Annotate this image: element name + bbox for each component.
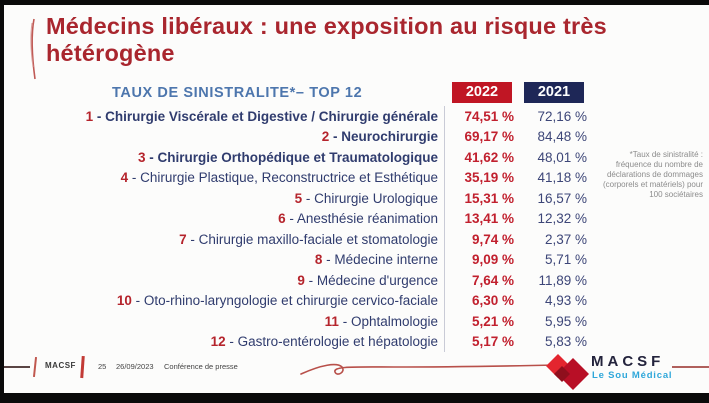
sinistralite-definition-footnote: *Taux de sinistralité : fréquence du nom… [602, 150, 703, 199]
footer-red-divider [80, 355, 85, 379]
table-row: 8 - Médecine interne 9,09 % 5,71 % [8, 249, 594, 270]
table-row: 10 - Oto-rhino-laryngologie et chirurgie… [8, 290, 594, 311]
value-2022: 13,41 % [444, 208, 514, 229]
value-2021: 11,89 % [538, 272, 587, 288]
footer-left-rule [4, 366, 30, 368]
table-row: 5 - Chirurgie Urologique 15,31 % 16,57 % [8, 188, 594, 209]
footer-right-rule [672, 366, 709, 368]
specialty-label: 5 - Chirurgie Urologique [294, 190, 438, 206]
table-row: 1 - Chirurgie Viscérale et Digestive / C… [8, 106, 594, 127]
specialty-label: 4 - Chirurgie Plastique, Reconstructrice… [120, 170, 438, 186]
slide-event-label: Conférence de presse [164, 362, 238, 371]
macsf-logo-icon [546, 354, 589, 390]
footer-brand-text: MACSF [45, 361, 76, 370]
specialty-label: 12 - Gastro-entérologie et hépatologie [210, 334, 438, 350]
slide-date: 26/09/2023 [116, 362, 154, 371]
value-2022: 69,17 % [444, 126, 514, 147]
value-2021: 12,32 % [537, 211, 587, 227]
value-2022: 6,30 % [444, 290, 514, 311]
table-row: 3 - Chirurgie Orthopédique et Traumatolo… [8, 147, 594, 168]
table-row: 4 - Chirurgie Plastique, Reconstructrice… [8, 167, 594, 188]
value-2021: 16,57 % [537, 190, 587, 206]
column-header-2022: 2022 [452, 82, 512, 103]
table-row: 9 - Médecine d'urgence 7,64 % 11,89 % [8, 270, 594, 291]
specialty-label: 3 - Chirurgie Orthopédique et Traumatolo… [137, 149, 438, 165]
value-2022: 41,62 % [444, 147, 514, 168]
value-2022: 7,64 % [444, 270, 514, 291]
table-row: 2 - Neurochirurgie 69,17 % 84,48 % [8, 126, 594, 147]
table-row: 6 - Anesthésie réanimation 13,41 % 12,32… [8, 208, 594, 229]
column-header-2021: 2021 [524, 82, 584, 103]
handdrawn-title-stroke [30, 18, 36, 80]
table-row: 11 - Ophtalmologie 5,21 % 5,95 % [8, 311, 594, 332]
specialty-label: 1 - Chirurgie Viscérale et Digestive / C… [85, 108, 438, 124]
specialty-label: 10 - Oto-rhino-laryngologie et chirurgie… [116, 293, 438, 309]
table-row: 7 - Chirurgie maxillo-faciale et stomato… [8, 229, 594, 250]
value-2022: 35,19 % [444, 167, 514, 188]
value-2021: 4,93 % [544, 293, 587, 309]
specialty-label: 2 - Neurochirurgie [321, 129, 438, 145]
macsf-logo-subtitle: Le Sou Médical [592, 370, 673, 381]
value-2021: 72,16 % [537, 108, 587, 124]
value-2022: 5,17 % [444, 331, 514, 352]
value-2021: 5,71 % [544, 252, 587, 268]
value-2021: 84,48 % [537, 129, 587, 145]
specialty-label: 7 - Chirurgie maxillo-faciale et stomato… [179, 231, 438, 247]
value-2022: 5,21 % [444, 311, 514, 332]
slide-page-number: 25 [98, 362, 107, 371]
value-2022: 9,74 % [444, 229, 514, 250]
macsf-logo-wordmark: MACSF [591, 353, 665, 370]
sinistralite-table: 1 - Chirurgie Viscérale et Digestive / C… [8, 106, 594, 352]
value-2021: 41,18 % [537, 170, 587, 186]
value-2022: 9,09 % [444, 249, 514, 270]
value-2021: 48,01 % [537, 149, 587, 165]
value-2021: 5,95 % [544, 313, 587, 329]
table-row: 12 - Gastro-entérologie et hépatologie 5… [8, 331, 594, 352]
handdrawn-tick-mark [32, 356, 38, 378]
presentation-slide: Médecins libéraux : une exposition au ri… [4, 5, 709, 393]
specialty-label: 8 - Médecine interne [314, 252, 438, 268]
value-2022: 74,51 % [444, 106, 514, 127]
specialty-label: 11 - Ophtalmologie [324, 313, 438, 329]
page-title: Médecins libéraux : une exposition au ri… [46, 13, 607, 66]
handdrawn-squiggle-line [300, 363, 558, 375]
specialty-label: 6 - Anesthésie réanimation [278, 211, 438, 227]
value-2021: 2,37 % [544, 231, 587, 247]
value-2021: 5,83 % [544, 334, 587, 350]
value-2022: 15,31 % [444, 188, 514, 209]
specialty-label: 9 - Médecine d'urgence [297, 272, 438, 288]
table-title: TAUX DE SINISTRALITE*– TOP 12 [112, 85, 363, 101]
